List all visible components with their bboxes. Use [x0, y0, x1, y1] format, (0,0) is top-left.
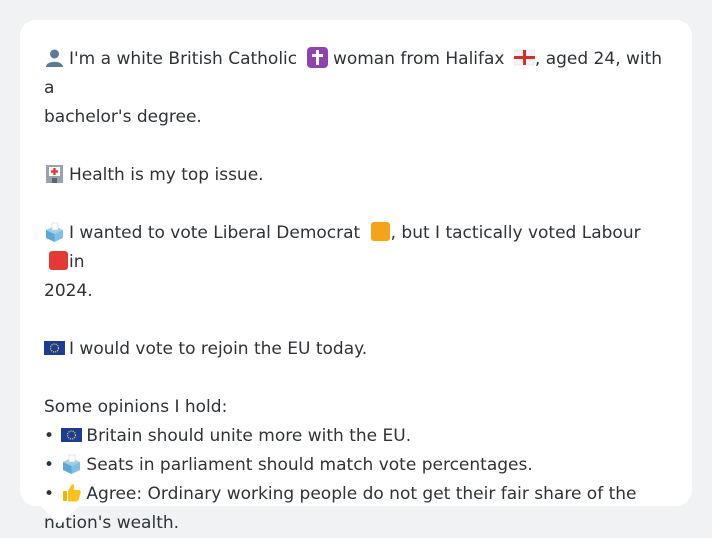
eu-flag-icon [61, 424, 83, 445]
vote-text-2: , but I tactically voted Labour [390, 223, 641, 243]
intro-line-2: bachelor's degree. [44, 107, 202, 127]
bullet: • [44, 484, 55, 504]
message-bubble: I'm a white British Catholic woman from … [20, 20, 692, 533]
bullet: • [44, 455, 55, 475]
orange-square-icon [370, 221, 391, 242]
latin-cross-icon [306, 47, 328, 68]
eu-flag-icon [44, 337, 65, 358]
eu-text: I would vote to rejoin the EU today. [69, 339, 368, 359]
red-square-icon [48, 250, 69, 271]
thumbs-up-icon [61, 482, 82, 503]
opinion-item: • Seats in parliament should match vote … [44, 451, 668, 480]
england-flag-icon [513, 47, 535, 68]
person-icon [44, 47, 65, 68]
opinion-text-continued: nation's wealth. [44, 513, 180, 533]
vote-line: I wanted to vote Liberal Democrat , but … [44, 219, 668, 277]
health-line: Health is my top issue. [44, 161, 668, 190]
opinion-item: • Agree: Ordinary working people do not … [44, 480, 668, 509]
eu-line: I would vote to rejoin the EU today. [44, 335, 668, 364]
opinions-heading: Some opinions I hold: [44, 397, 228, 417]
intro-text-1: I'm a white British Catholic [69, 49, 298, 69]
opinion-text: Seats in parliament should match vote pe… [86, 455, 533, 475]
vote-text-3: in [69, 252, 85, 272]
ballot-box-icon [44, 221, 65, 242]
intro-line: I'm a white British Catholic woman from … [44, 45, 668, 103]
ballot-box-icon [61, 453, 82, 474]
opinion-text: Britain should unite more with the EU. [86, 426, 412, 446]
bubble-tail [40, 505, 80, 525]
opinion-text: Agree: Ordinary working people do not ge… [86, 484, 637, 504]
opinion-item: • Britain should unite more with the EU. [44, 422, 668, 451]
hospital-icon [44, 163, 65, 184]
intro-text-2: woman from Halifax [332, 49, 505, 69]
bullet: • [44, 426, 55, 446]
vote-text-1: I wanted to vote Liberal Democrat [69, 223, 361, 243]
health-text: Health is my top issue. [69, 165, 264, 185]
vote-line-2: 2024. [44, 281, 93, 301]
intro-text-3: , aged 24, with a [44, 49, 663, 98]
